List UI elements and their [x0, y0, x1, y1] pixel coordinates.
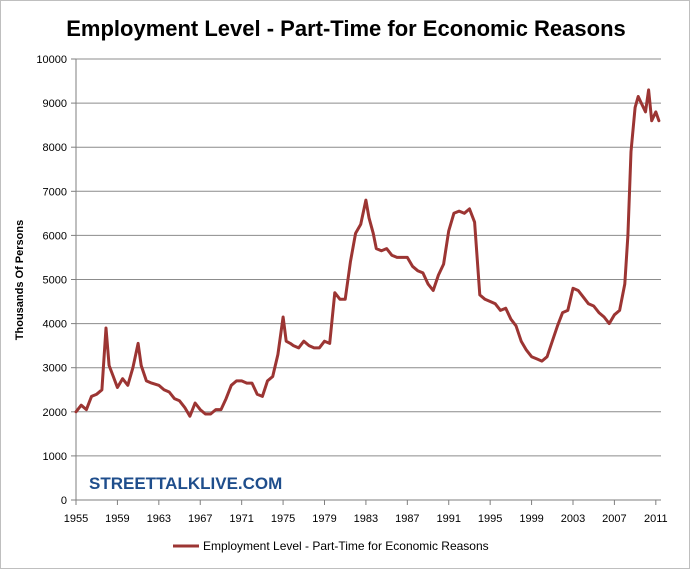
y-tick-label: 9000	[43, 98, 67, 110]
y-tick-label: 10000	[36, 54, 67, 66]
y-tick-labels: 0 1000 2000 3000 4000 5000 6000 7000 8000 9000 100…	[36, 54, 67, 507]
axes	[75, 59, 661, 505]
y-axis-label: Thousands Of Persons	[14, 220, 26, 340]
y-tick-label: 2000	[43, 407, 67, 419]
x-tick-label: 1959	[105, 513, 129, 525]
x-tick-label: 1979	[312, 513, 336, 525]
series-line	[74, 88, 661, 418]
x-tick-label: 1955	[64, 513, 88, 525]
x-tick-label: 1987	[395, 513, 419, 525]
y-tick-label: 6000	[43, 230, 67, 242]
y-tick-label: 1000	[43, 451, 67, 463]
x-tick-label: 1999	[519, 513, 543, 525]
watermark-text: STREETTALKLIVE.COM	[89, 474, 282, 493]
x-tick-label: 2007	[602, 513, 626, 525]
gridlines	[71, 58, 661, 501]
y-tick-label: 0	[61, 495, 67, 507]
x-tick-label: 1963	[147, 513, 171, 525]
x-tick-label: 2003	[561, 513, 585, 525]
chart-title: Employment Level - Part-Time for Economi…	[66, 16, 626, 41]
y-tick-label: 8000	[43, 142, 67, 154]
x-tick-label: 1995	[478, 513, 502, 525]
legend: Employment Level - Part-Time for Economi…	[173, 539, 489, 553]
x-tick-label: 1983	[354, 513, 378, 525]
x-tick-label: 1975	[271, 513, 295, 525]
legend-label: Employment Level - Part-Time for Economi…	[203, 539, 489, 553]
y-tick-label: 4000	[43, 319, 67, 331]
x-tick-label: 1991	[437, 513, 461, 525]
y-tick-label: 3000	[43, 363, 67, 375]
x-tick-labels: 1955 1959 1963 1967 1971 1975 1979 1983 1987 1991…	[64, 513, 668, 525]
y-tick-label: 7000	[43, 186, 67, 198]
x-tick-label: 2011	[644, 513, 668, 525]
y-tick-label: 5000	[43, 275, 67, 287]
x-tick-label: 1967	[188, 513, 212, 525]
x-tick-label: 1971	[229, 513, 253, 525]
series-layer	[74, 88, 661, 418]
